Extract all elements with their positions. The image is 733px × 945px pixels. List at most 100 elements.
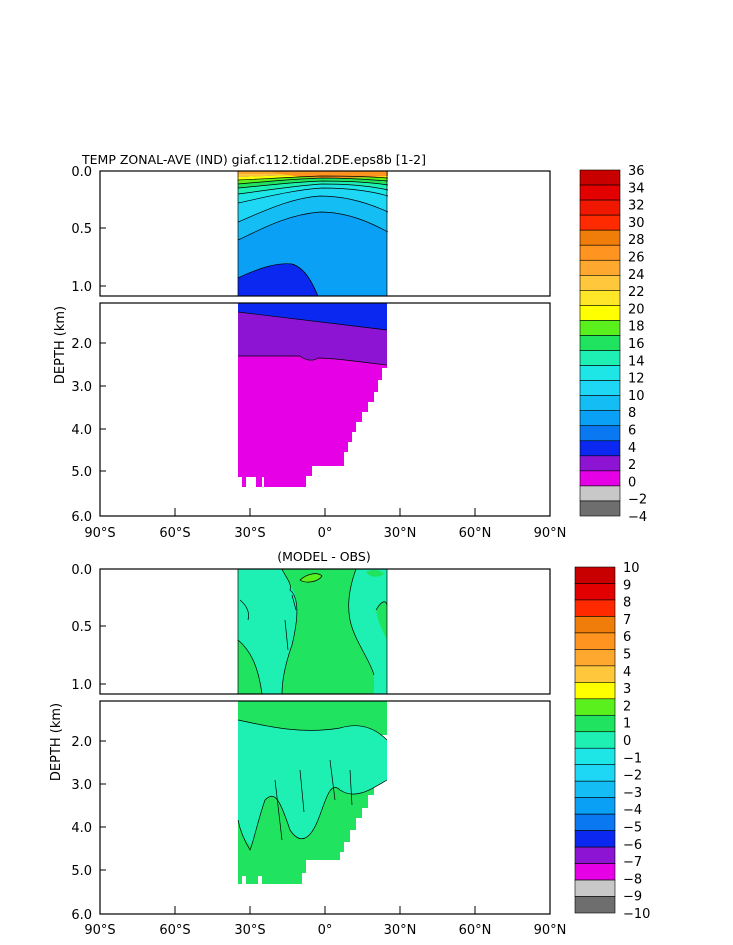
colorbar-label: −4 — [628, 510, 647, 525]
colorbar-label: 9 — [623, 578, 631, 593]
panel2-ytick-label: 5.0 — [71, 864, 92, 879]
colorbar-swatch — [574, 879, 616, 897]
panel2-xtick-label: 0° — [318, 923, 333, 938]
colorbar-swatch — [579, 335, 621, 351]
colorbar-label: 24 — [628, 268, 645, 283]
colorbar-label: 7 — [623, 613, 631, 628]
colorbar-label: 2 — [628, 458, 636, 473]
colorbar-swatch — [574, 764, 616, 782]
colorbar-swatch — [579, 500, 621, 517]
panel2-upper-bands — [238, 569, 387, 694]
colorbar-swatch — [579, 365, 621, 381]
panel2-ytick-label: 1.0 — [71, 678, 92, 693]
colorbar-swatch — [579, 410, 621, 427]
colorbar-swatch — [574, 616, 616, 634]
colorbar-swatch — [574, 649, 616, 667]
colorbar-label: 1 — [623, 717, 631, 732]
colorbar-swatch — [579, 275, 621, 291]
panel1-xtick-label: 30°S — [234, 526, 265, 541]
colorbar-swatch — [574, 747, 616, 766]
colorbar-swatch — [579, 214, 621, 231]
colorbar-label: 16 — [628, 337, 645, 352]
panel1-ytick-label: 4.0 — [71, 423, 92, 438]
colorbar-label: −1 — [623, 751, 642, 766]
colorbar-label: 4 — [623, 665, 631, 680]
panel2-y-axis-label: DEPTH (km) — [49, 703, 64, 781]
colorbar-swatch — [574, 682, 616, 700]
colorbar-label: 28 — [628, 233, 645, 248]
panel2-xtick-label: 60°N — [459, 923, 492, 938]
panel1-lower-contours — [237, 311, 388, 366]
colorbar-label: 4 — [628, 441, 636, 456]
colorbar-swatch — [579, 395, 621, 411]
colorbar-label: 14 — [628, 354, 645, 369]
panel2-xtick-label: 30°S — [234, 923, 265, 938]
colorbar-swatch — [579, 244, 621, 261]
panel1-ytick-label: 1.0 — [71, 280, 92, 295]
colorbar-swatch — [574, 583, 616, 601]
colorbar-label: 6 — [628, 424, 636, 439]
colorbar-swatch — [574, 813, 616, 831]
panel2-upper-plot — [99, 568, 551, 695]
colorbar-swatch — [574, 599, 616, 617]
colorbar-label: −9 — [623, 890, 642, 905]
panel1-upper-frame — [99, 170, 551, 297]
colorbar-label: −5 — [623, 821, 642, 836]
colorbar-label: −8 — [623, 872, 642, 887]
colorbar-label: −2 — [628, 493, 647, 508]
panel1-xtick-label: 90°S — [84, 526, 115, 541]
panel2-ytick-label: 3.0 — [71, 778, 92, 793]
colorbar-label: 18 — [628, 320, 645, 335]
colorbar-label: 10 — [623, 561, 640, 576]
panel2-xtick-label: 90°N — [534, 923, 567, 938]
colorbar-label: 10 — [628, 389, 645, 404]
colorbar-swatch — [579, 259, 621, 276]
colorbar-label: 0 — [628, 475, 636, 490]
colorbar-swatch — [574, 665, 616, 683]
colorbar-label: 8 — [628, 406, 636, 421]
colorbar-swatch — [574, 731, 616, 749]
colorbar-label: −2 — [623, 769, 642, 784]
colorbar-label: 36 — [628, 164, 645, 179]
colorbar-label: −10 — [623, 907, 650, 922]
colorbar-label: 3 — [623, 682, 631, 697]
colorbar-label: 30 — [628, 216, 645, 231]
colorbar-swatch — [574, 698, 616, 716]
panel1-lower-bands — [238, 303, 387, 487]
panel1-ytick-label: 0.0 — [71, 165, 92, 180]
panel1-xtick-label: 60°S — [159, 526, 190, 541]
panel1-ytick-label: 2.0 — [71, 337, 92, 352]
colorbar-label: 20 — [628, 302, 645, 317]
colorbar-label: −3 — [623, 786, 642, 801]
colorbar-swatch — [579, 350, 621, 366]
colorbar-swatch — [574, 566, 616, 584]
panel-model-minus-obs: (MODEL - OBS) — [49, 549, 650, 938]
colorbar-swatch — [579, 199, 621, 216]
panel2-xtick-label: 30°N — [384, 923, 417, 938]
panel2-lower-bands — [238, 701, 387, 884]
colorbar-swatch — [574, 830, 616, 848]
panel1-upper-bands — [238, 171, 390, 296]
colorbar-label: 32 — [628, 199, 645, 214]
colorbar-swatch — [574, 632, 616, 650]
panel1-title: TEMP ZONAL-AVE (IND) giaf.c112.tidal.2DE… — [81, 152, 426, 167]
colorbar-swatch — [579, 305, 621, 321]
panel2-axes: 0.0 0.5 1.0 2.0 3.0 4.0 5.0 6.0 DEPTH (k… — [49, 563, 566, 938]
panel2-upper-contours — [237, 568, 388, 695]
panel2-ytick-label: 0.0 — [71, 563, 92, 578]
colorbar-swatch — [579, 425, 621, 442]
panel1-ytick-label: 3.0 — [71, 380, 92, 395]
colorbar-label: 5 — [623, 648, 631, 663]
panel1-axes: 0.0 0.5 1.0 2.0 3.0 4.0 5.0 6.0 DEPTH (k… — [53, 165, 566, 541]
colorbar-label: −6 — [623, 838, 642, 853]
colorbar-label: 0 — [623, 734, 631, 749]
panel1-ytick-label: 0.5 — [71, 222, 92, 237]
colorbar-swatch — [574, 714, 616, 733]
panel1-ytick-label: 6.0 — [71, 510, 92, 525]
panel1-ytick-label: 5.0 — [71, 465, 92, 480]
panel1-upper-plot — [99, 170, 551, 297]
colorbar-swatch — [579, 380, 621, 396]
